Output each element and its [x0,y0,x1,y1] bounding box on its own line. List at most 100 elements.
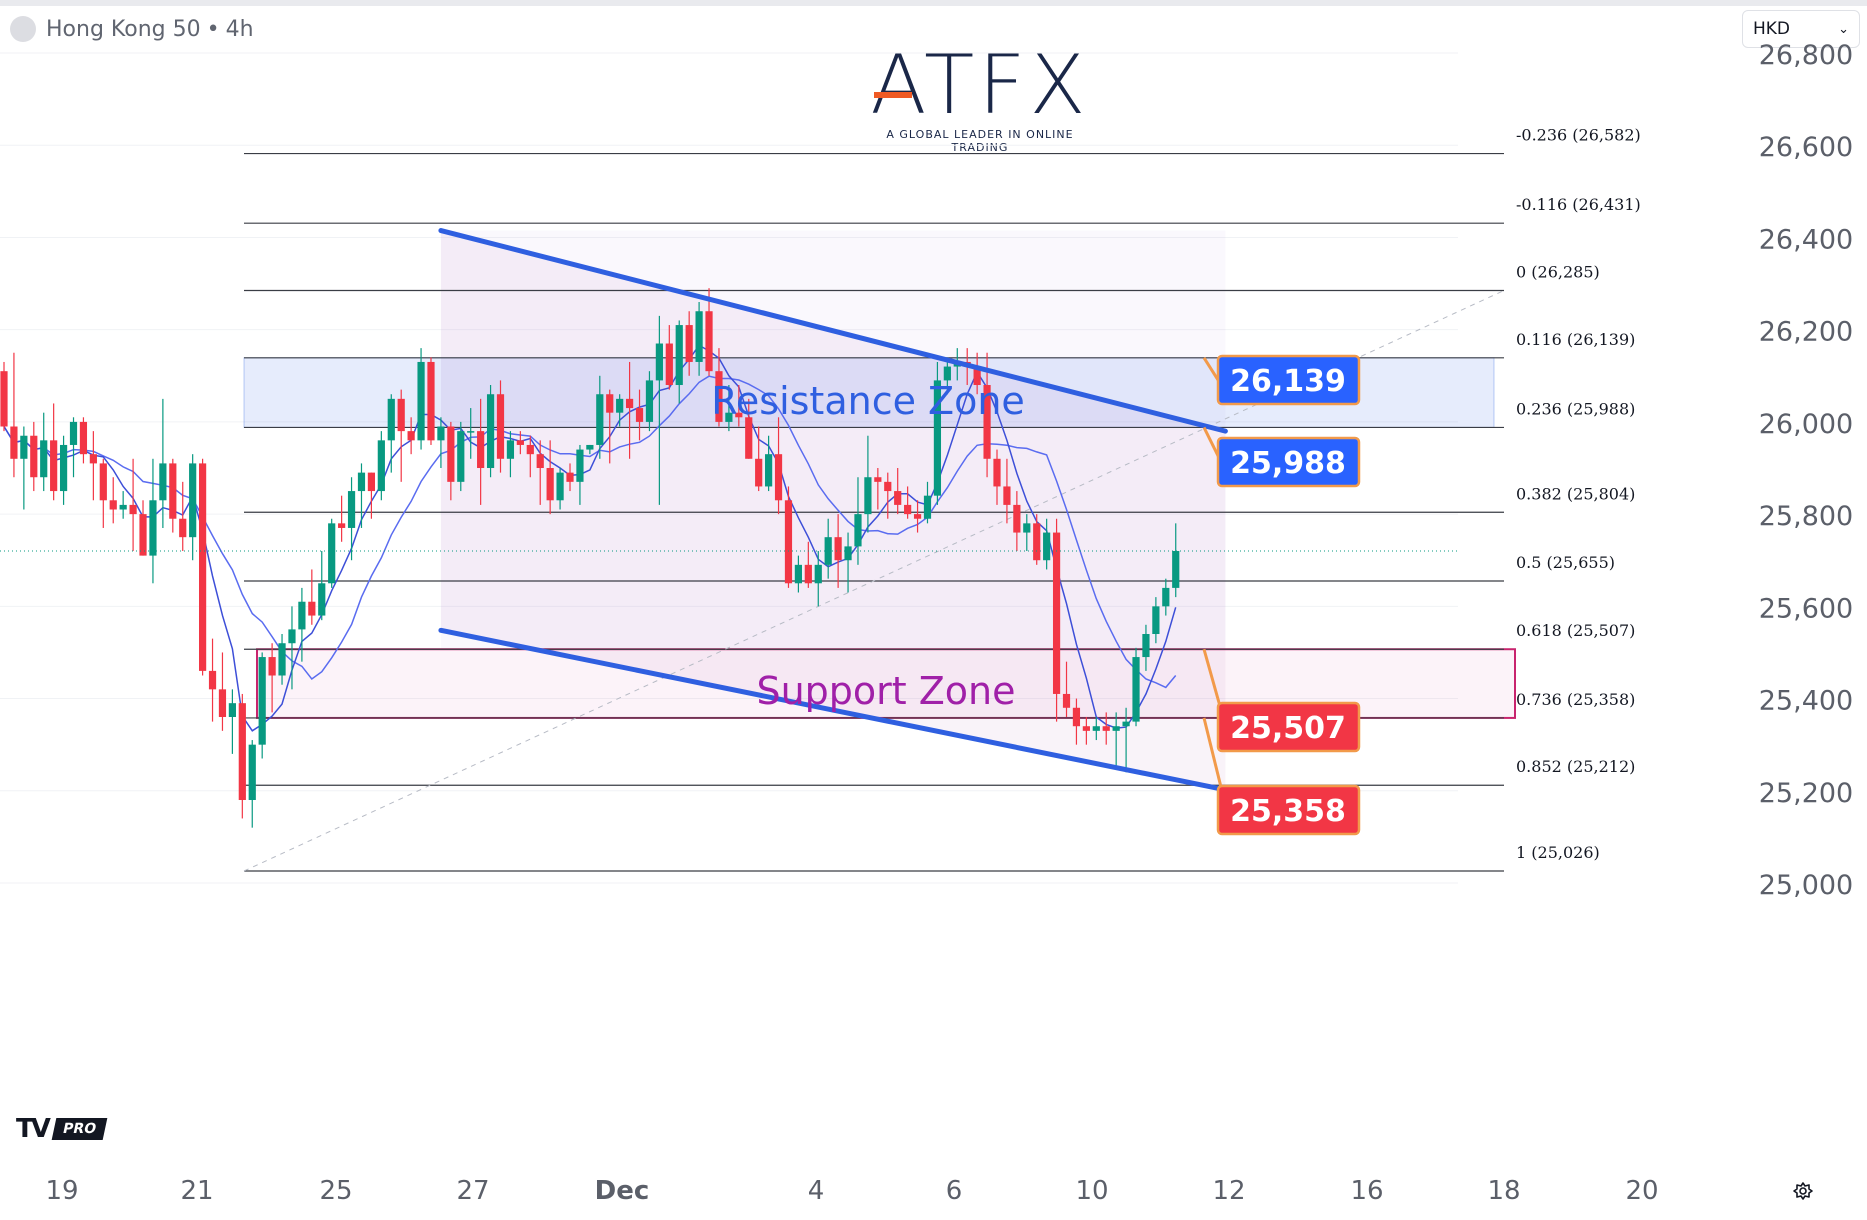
candle-body [755,458,763,487]
candle-body [665,343,673,386]
x-axis-tick-label: 18 [1487,1176,1520,1206]
candle-body [268,657,276,676]
candle-body [556,472,564,501]
price-callout-label: 26,139 [1230,364,1346,399]
fib-label: 0.852 (25,212) [1516,757,1635,776]
candle-body [844,546,852,561]
candle-body [913,514,922,519]
x-axis-tick-label: 19 [45,1176,78,1206]
candle-body [576,449,584,482]
candle-body [784,500,793,584]
fib-label: 0 (26,285) [1516,262,1600,281]
x-axis-tick-label: 20 [1625,1176,1658,1206]
candle-body [338,523,346,528]
x-axis-tick-label: 27 [456,1176,489,1206]
candle-body [943,366,951,381]
candle-body [347,491,356,528]
fib-label: 0.236 (25,988) [1516,399,1635,418]
candle-body [1102,726,1110,731]
candle-body [675,325,683,386]
logo-accent-bar [874,92,912,98]
x-axis-tick-label: Dec [595,1176,650,1206]
timeframe-label[interactable]: 4h [225,16,254,42]
price-callout-box [1216,701,1361,753]
candle-body [367,472,376,492]
candle-body [745,417,753,459]
candle-body [139,514,147,556]
candle-body [735,412,743,418]
fib-label: 0.736 (25,358) [1516,690,1635,709]
candle-body [169,463,177,519]
y-axis-tick-label: 26,000 [1759,409,1853,440]
x-axis-tick-label: 10 [1075,1176,1108,1206]
candle-body [635,408,644,422]
candle-body [228,703,236,718]
candle-body [814,564,822,584]
logo-tagline: A GLOBAL LEADER IN ONLINE TRADING [886,128,1074,154]
y-axis-tick-label: 26,400 [1759,224,1853,255]
candle-body [328,523,336,584]
candle-body [536,454,544,469]
candle-body [596,394,604,445]
candle-body [79,421,88,455]
candle-body [298,601,306,630]
candle-body [397,398,405,432]
price-callout-label: 25,988 [1230,446,1346,481]
tradingview-logo[interactable]: TV PRO [16,1114,108,1144]
candle-body [199,463,207,671]
price-callout-box [1216,354,1361,406]
candle-body [189,463,197,538]
candle-body [1162,587,1170,607]
candle-body [1033,523,1041,561]
symbol-logo-icon [10,16,36,42]
candle-body [119,504,127,510]
candle-body [486,394,495,469]
candle-body [308,601,316,616]
fib-label: 0.116 (26,139) [1516,330,1635,349]
candle-body [129,504,137,515]
candle-body [40,440,48,478]
currency-select[interactable]: HKD ⌄ [1742,10,1860,48]
candle-body [506,440,515,459]
candle-body [318,583,326,616]
candle-body [516,440,524,445]
candle-body [10,426,18,459]
candle-body [288,629,296,644]
candle-body [993,458,1001,487]
candle-body [377,440,385,492]
fib-label: 0.382 (25,804) [1516,484,1635,503]
candle-body [923,495,932,519]
logo-brand: ATFX [870,38,1090,133]
candle-body [1043,532,1051,561]
candle-body [109,500,117,510]
candle-body [1023,523,1031,533]
symbol-name: Hong Kong 50 [46,16,201,42]
symbol-header[interactable]: Hong Kong 50 • 4h [10,14,254,44]
candle-body [765,454,773,487]
candle-body [973,366,981,386]
settings-icon[interactable] [1792,1180,1814,1202]
candle-body [904,504,912,515]
candle-body [417,361,425,441]
candle-body [357,472,366,492]
candle-body [874,477,882,482]
candle-body [69,421,78,445]
candle-body [218,689,227,718]
candle-body [1052,532,1061,694]
x-axis-tick-label: 16 [1350,1176,1383,1206]
candle-body [794,564,802,584]
candle-body [864,477,872,515]
candle-body [457,431,465,482]
candle-body [208,670,217,690]
price-callout-box [1216,784,1361,836]
x-axis-tick-label: 4 [808,1176,825,1206]
channel-area [440,230,1226,651]
fib-label: -0.236 (26,582) [1516,126,1641,145]
candle-body [496,394,505,459]
fib-label: -0.116 (26,431) [1516,195,1641,214]
tv-mark: TV [16,1114,51,1144]
candle-body [884,481,892,492]
candle-body [1082,726,1090,731]
candle-body [1062,693,1071,708]
